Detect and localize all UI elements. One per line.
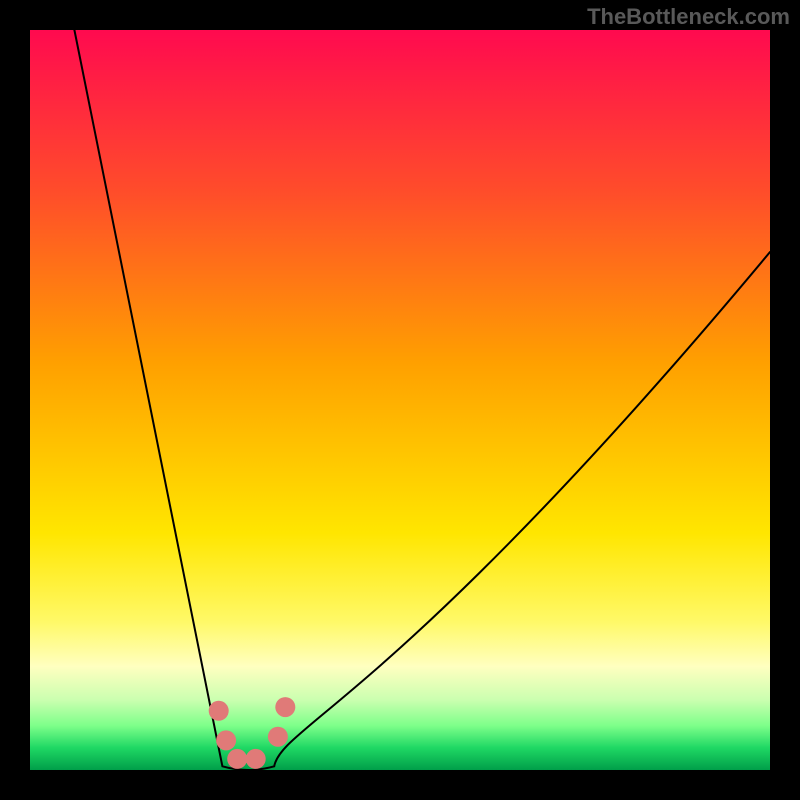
trough-marker xyxy=(209,701,229,721)
plot-background xyxy=(30,30,770,770)
trough-marker xyxy=(268,727,288,747)
trough-marker xyxy=(275,697,295,717)
figure-root: TheBottleneck.com xyxy=(0,0,800,800)
trough-marker xyxy=(246,749,266,769)
trough-marker xyxy=(216,730,236,750)
bottleneck-chart xyxy=(0,0,800,800)
watermark-text: TheBottleneck.com xyxy=(587,4,790,30)
trough-marker xyxy=(227,749,247,769)
